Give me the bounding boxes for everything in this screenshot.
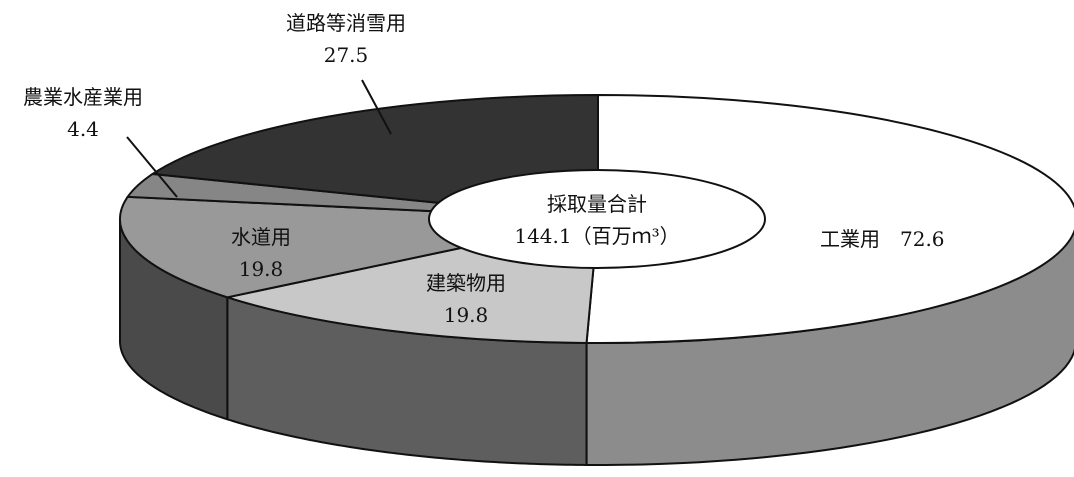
slice-label-road-value: 27.5 <box>324 43 369 67</box>
center-total-ellipse <box>428 169 766 269</box>
center-total-title: 採取量合計 <box>547 192 647 216</box>
leader-line-road <box>361 79 392 135</box>
slice-label-agri-name: 農業水産業用 <box>23 85 143 109</box>
slice-label-building-value: 19.8 <box>444 303 489 327</box>
slice-label-industrial: 工業用 72.6 <box>820 227 945 251</box>
slice-labels: 工業用 72.6 建築物用 19.8 水道用 19.8 農業水産業用 4.4 道… <box>23 11 945 327</box>
slice-label-water-value: 19.8 <box>239 257 284 281</box>
slice-label-agri-value: 4.4 <box>67 117 99 141</box>
slice-label-road-name: 道路等消雪用 <box>286 11 406 35</box>
center-total-value: 144.1（百万ｍ³） <box>514 224 679 248</box>
center-total: 採取量合計 144.1（百万ｍ³） <box>428 169 766 269</box>
pie-slice-0 <box>585 93 1074 344</box>
slice-label-water-name: 水道用 <box>231 225 291 249</box>
pie-sides <box>119 219 1074 466</box>
leader-line-agri <box>126 136 178 198</box>
slice-label-building-name: 建築物用 <box>426 271 506 295</box>
leader-lines <box>126 79 392 198</box>
